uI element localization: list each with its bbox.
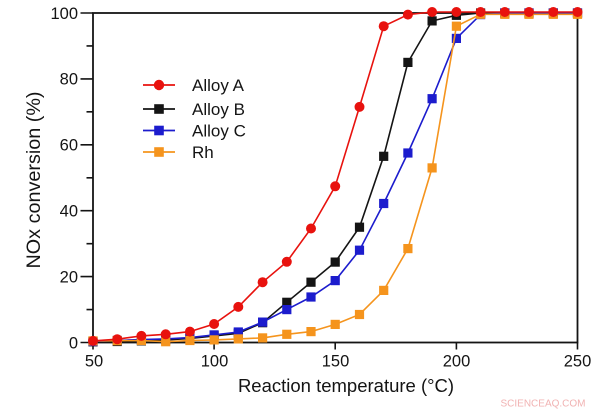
svg-text:Alloy B: Alloy B bbox=[192, 100, 245, 119]
svg-text:250: 250 bbox=[564, 353, 592, 371]
svg-text:Alloy C: Alloy C bbox=[192, 122, 246, 141]
svg-text:100: 100 bbox=[50, 5, 78, 23]
svg-text:NOx conversion (%): NOx conversion (%) bbox=[23, 92, 45, 269]
svg-text:200: 200 bbox=[443, 353, 471, 371]
svg-text:20: 20 bbox=[60, 268, 78, 286]
svg-text:Reaction temperature (°C): Reaction temperature (°C) bbox=[238, 375, 454, 396]
svg-text:80: 80 bbox=[60, 71, 78, 89]
svg-text:0: 0 bbox=[69, 334, 78, 352]
svg-text:150: 150 bbox=[322, 353, 350, 371]
svg-text:50: 50 bbox=[85, 353, 103, 371]
svg-text:40: 40 bbox=[60, 203, 78, 221]
svg-text:60: 60 bbox=[60, 137, 78, 155]
svg-text:Alloy A: Alloy A bbox=[192, 76, 245, 95]
svg-text:Rh: Rh bbox=[192, 143, 214, 162]
svg-text:SCIENCEAQ.COM: SCIENCEAQ.COM bbox=[500, 399, 585, 410]
svg-text:100: 100 bbox=[201, 353, 229, 371]
